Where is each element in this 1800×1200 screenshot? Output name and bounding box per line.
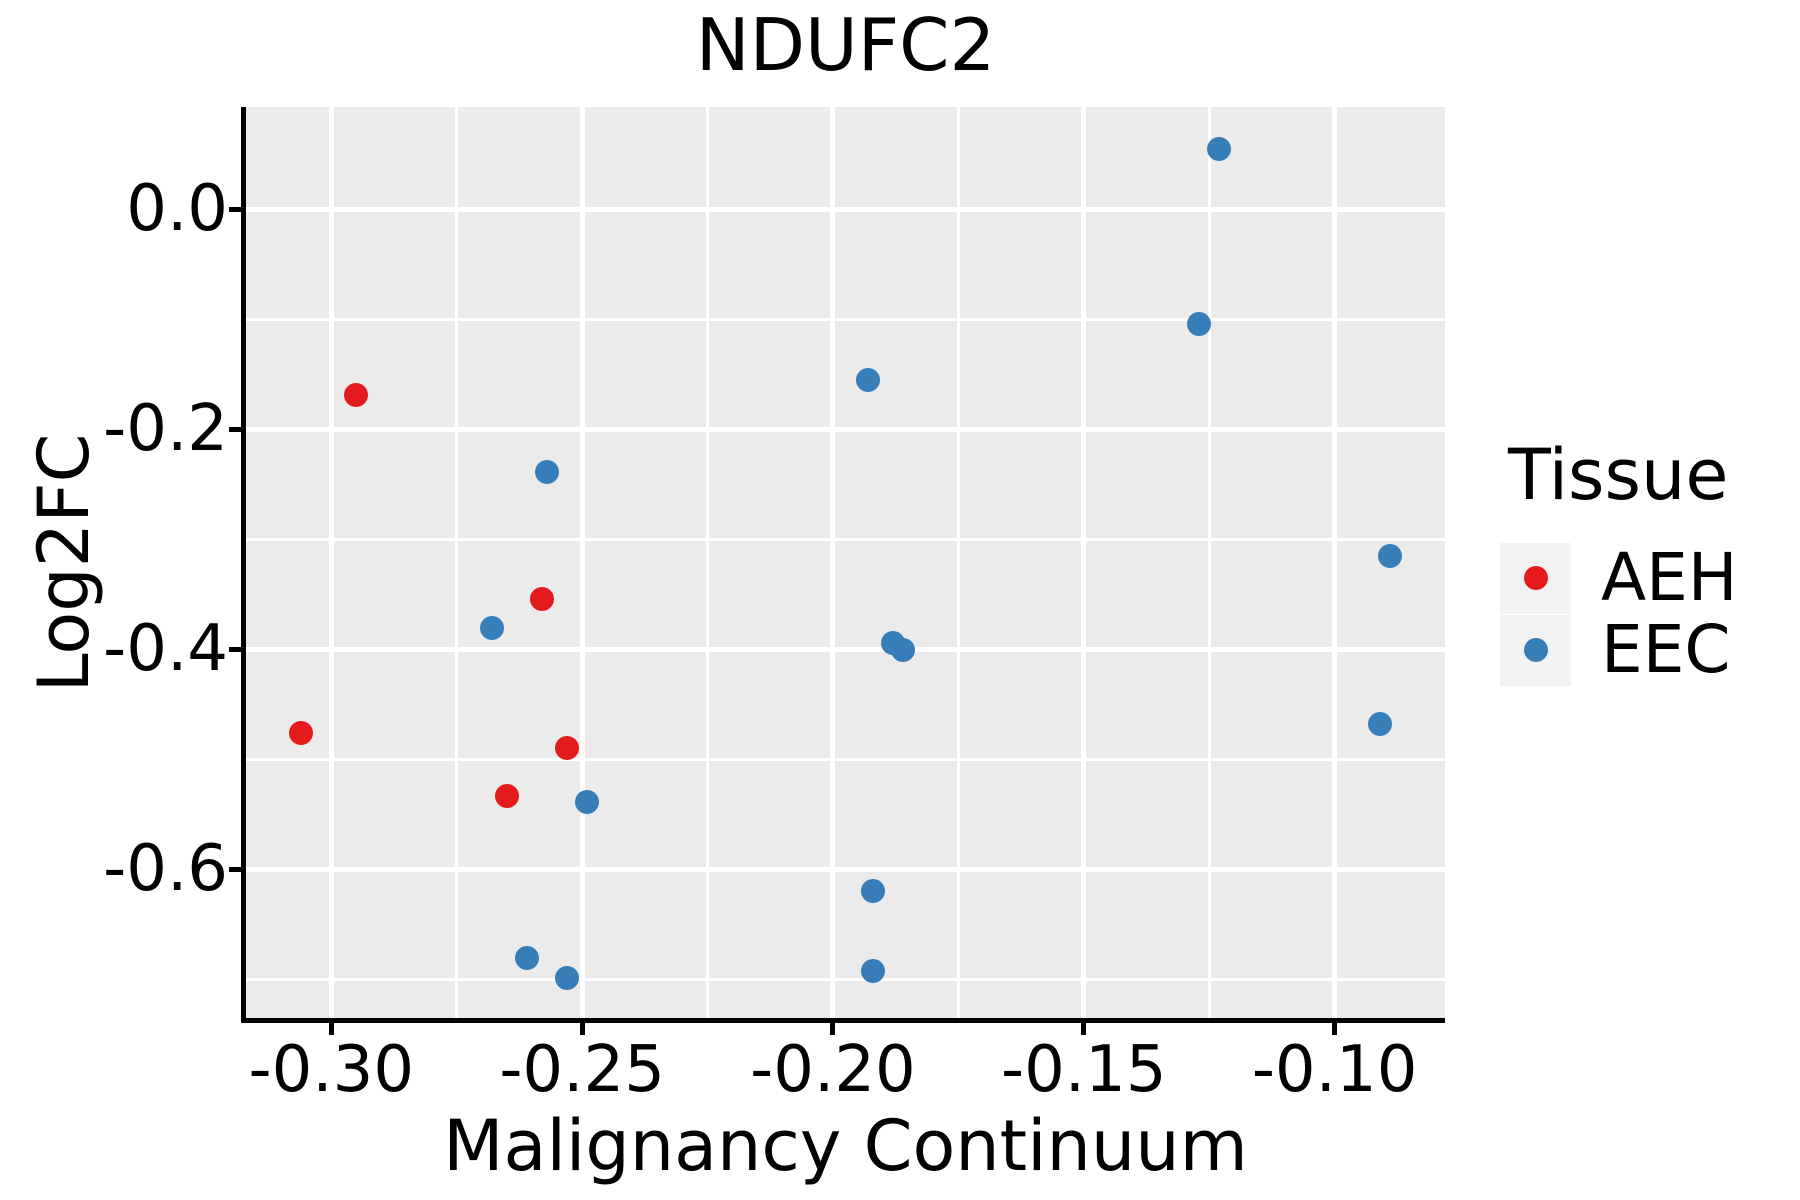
gridline-major-y [246, 206, 1445, 212]
legend-keys: AEH EEC [1500, 542, 1800, 686]
x-axis-title: Malignancy Continuum [443, 1105, 1248, 1187]
x-tick-label: -0.20 [750, 1033, 916, 1107]
y-tick-label: -0.2 [103, 392, 228, 467]
gridline-minor-x [956, 107, 960, 1020]
scatter-point-eec [861, 958, 886, 983]
gridline-major-y [246, 866, 1445, 872]
scatter-point-aeh [494, 783, 519, 808]
gridline-major-x [1081, 107, 1087, 1020]
y-tick-mark [229, 206, 241, 212]
y-tick-mark [229, 866, 241, 872]
scatter-point-eec [1377, 543, 1402, 568]
legend: Tissue AEH EEC [1500, 440, 1800, 686]
legend-title: Tissue [1508, 434, 1729, 516]
scatter-point-eec [861, 879, 886, 904]
legend-key-box [1500, 542, 1571, 614]
gridline-minor-x [706, 107, 710, 1020]
gridline-major-y [246, 426, 1445, 432]
legend-dot-aeh [1523, 566, 1548, 590]
scatter-point-eec [1187, 311, 1212, 336]
plot-panel [246, 107, 1445, 1020]
scatter-point-eec [535, 460, 559, 485]
scatter-point-aeh [529, 586, 554, 611]
x-axis-line [241, 1018, 1445, 1023]
y-tick-mark [229, 426, 241, 432]
x-tick-label: -0.25 [499, 1033, 665, 1107]
scatter-point-aeh [289, 720, 314, 745]
gridline-minor-y [246, 977, 1445, 981]
scatter-point-eec [856, 367, 881, 392]
scatter-point-aeh [555, 736, 580, 761]
scatter-point-eec [479, 616, 504, 641]
scatter-point-eec [891, 638, 916, 663]
x-tick-label: -0.15 [1000, 1033, 1167, 1107]
legend-entry-label: AEH [1601, 539, 1738, 616]
x-tick-mark [579, 1023, 585, 1035]
gridline-major-y [246, 646, 1445, 652]
scatter-point-eec [514, 946, 539, 971]
gridline-minor-x [455, 107, 459, 1020]
gridline-major-x [579, 107, 585, 1020]
x-tick-mark [328, 1023, 334, 1035]
x-tick-mark [1081, 1023, 1087, 1035]
gridline-minor-y [246, 537, 1445, 541]
gridline-minor-x [1207, 107, 1211, 1020]
legend-entry: EEC [1500, 614, 1800, 686]
gridline-major-x [830, 107, 836, 1020]
scatter-point-aeh [344, 383, 369, 408]
y-tick-label: 0.0 [126, 172, 228, 247]
gridline-major-x [1332, 107, 1338, 1020]
legend-dot-eec [1523, 638, 1548, 662]
scatter-point-eec [1207, 136, 1232, 161]
y-tick-label: -0.4 [103, 612, 228, 687]
gridline-major-x [328, 107, 334, 1020]
x-tick-label: -0.30 [248, 1033, 415, 1107]
y-tick-label: -0.6 [103, 832, 228, 907]
scatter-point-eec [575, 790, 600, 815]
chart-title: NDUFC2 [695, 3, 996, 87]
x-tick-mark [1332, 1023, 1338, 1035]
x-tick-mark [830, 1023, 836, 1035]
gridline-minor-y [246, 317, 1445, 321]
y-tick-mark [229, 646, 241, 652]
y-axis-line [241, 107, 246, 1023]
legend-entry: AEH [1500, 542, 1800, 614]
gridline-minor-y [246, 757, 1445, 761]
x-tick-label: -0.10 [1251, 1033, 1418, 1107]
legend-key-box [1500, 614, 1571, 686]
scatter-point-eec [1367, 712, 1392, 737]
legend-entry-label: EEC [1601, 611, 1731, 688]
scatter-point-eec [555, 966, 580, 991]
